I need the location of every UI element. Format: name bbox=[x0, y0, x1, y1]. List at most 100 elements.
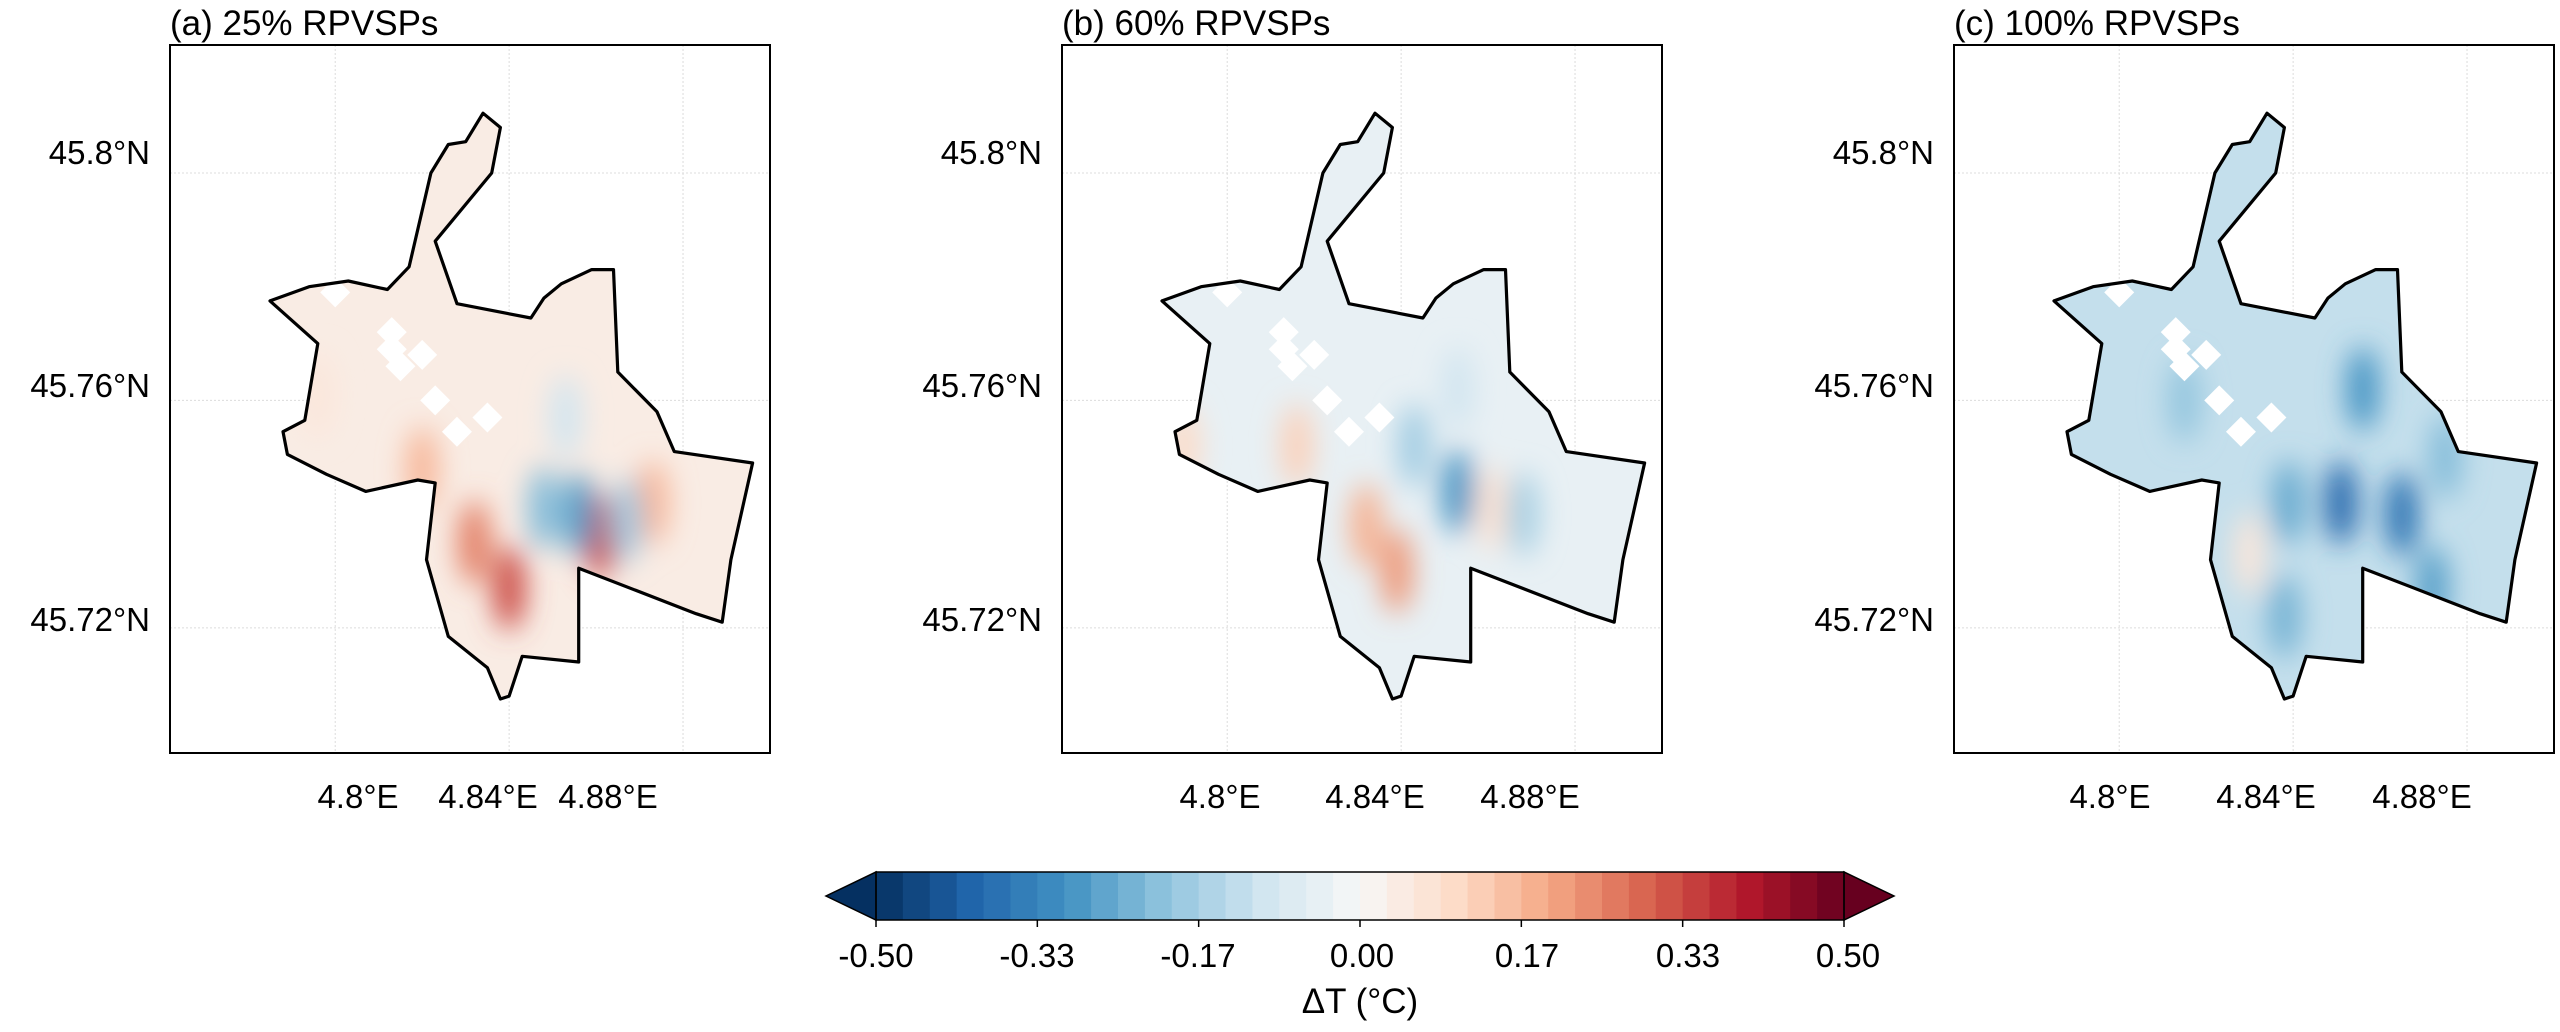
colorbar-segment bbox=[1333, 872, 1361, 920]
colorbar-segment bbox=[1198, 872, 1227, 920]
panel-title-b: (b) 60% RPVSPs bbox=[1062, 4, 1331, 43]
map-frame bbox=[169, 44, 771, 754]
colorbar-segment bbox=[1494, 872, 1522, 920]
field-anomaly bbox=[1441, 449, 1474, 534]
colorbar-segment bbox=[1252, 872, 1280, 920]
colorbar-segment bbox=[1413, 872, 1442, 920]
missing-cell bbox=[1312, 385, 1343, 416]
colorbar-segment bbox=[1736, 872, 1764, 920]
field-anomaly bbox=[562, 472, 595, 557]
field-anomaly bbox=[493, 546, 526, 631]
ytick-a-0: 45.8°N bbox=[48, 134, 150, 171]
xtick-b-1: 4.84°E bbox=[1325, 778, 1425, 815]
field-anomaly bbox=[527, 466, 560, 551]
ytick-a-2: 45.72°N bbox=[30, 601, 150, 638]
colorbar-segment bbox=[1575, 872, 1603, 920]
colorbar-tick-1: -0.33 bbox=[999, 937, 1075, 974]
field-anomaly bbox=[1380, 529, 1413, 614]
colorbar-segment bbox=[1440, 872, 1469, 920]
field-anomaly bbox=[2272, 460, 2305, 545]
field-anomaly bbox=[636, 460, 669, 545]
field-anomaly bbox=[2168, 358, 2201, 443]
colorbar-segment bbox=[956, 872, 985, 920]
colorbar-extend-min bbox=[824, 870, 877, 922]
xtick-c-1: 4.84°E bbox=[2216, 778, 2316, 815]
field-base bbox=[2054, 113, 2537, 699]
field-anomaly bbox=[2233, 511, 2266, 596]
colorbar-segment bbox=[1602, 872, 1630, 920]
colorbar-label: ΔT (°C) bbox=[1301, 982, 1419, 1021]
map-panel-c bbox=[1953, 44, 2555, 754]
colorbar-segment bbox=[1655, 872, 1684, 920]
colorbar-segment bbox=[1817, 872, 1845, 920]
colorbar-segment bbox=[1037, 872, 1065, 920]
colorbar-segment bbox=[1360, 872, 1388, 920]
colorbar-tick-0: -0.50 bbox=[838, 937, 914, 974]
field-anomaly bbox=[1280, 403, 1313, 488]
missing-cell bbox=[2225, 416, 2256, 447]
field-base bbox=[1162, 113, 1645, 699]
field-anomaly bbox=[610, 477, 643, 562]
field-anomaly bbox=[1476, 466, 1509, 551]
missing-cell bbox=[1268, 317, 1299, 348]
field-anomaly bbox=[1398, 403, 1431, 488]
xtick-c-0: 4.8°E bbox=[2069, 778, 2151, 815]
ytick-b-0: 45.8°N bbox=[940, 134, 1042, 171]
ytick-b-1: 45.76°N bbox=[922, 367, 1042, 404]
ytick-c-1: 45.76°N bbox=[1814, 367, 1934, 404]
xtick-c-2: 4.88°E bbox=[2372, 778, 2472, 815]
missing-cell bbox=[385, 351, 416, 382]
panel-title-a: (a) 25% RPVSPs bbox=[170, 4, 439, 43]
colorbar bbox=[824, 870, 1896, 927]
colorbar-segment bbox=[1682, 872, 1711, 920]
colorbar-segment bbox=[1628, 872, 1657, 920]
missing-cell bbox=[2204, 385, 2235, 416]
xtick-b-0: 4.8°E bbox=[1179, 778, 1261, 815]
field-anomaly bbox=[549, 375, 582, 460]
colorbar-segment bbox=[1306, 872, 1334, 920]
field-anomaly bbox=[2346, 347, 2379, 432]
missing-cell bbox=[2191, 339, 2222, 370]
colorbar-segment bbox=[1064, 872, 1092, 920]
colorbar-segment bbox=[876, 872, 904, 920]
temperature-field bbox=[2054, 113, 2537, 699]
colorbar-segment bbox=[1548, 872, 1576, 920]
field-anomaly bbox=[1506, 472, 1539, 557]
field-anomaly bbox=[1167, 403, 1200, 488]
panel-title-c: (c) 100% RPVSPs bbox=[1954, 4, 2240, 43]
field-anomaly bbox=[2324, 460, 2357, 545]
ytick-b-2: 45.72°N bbox=[922, 601, 1042, 638]
colorbar-segment bbox=[902, 872, 931, 920]
ytick-c-2: 45.72°N bbox=[1814, 601, 1934, 638]
missing-cell bbox=[1333, 416, 1364, 447]
field-anomaly bbox=[2385, 472, 2418, 557]
colorbar-segment bbox=[1171, 872, 1200, 920]
colorbar-tick-2: -0.17 bbox=[1160, 937, 1236, 974]
missing-cell bbox=[2169, 351, 2200, 382]
colorbar-segment bbox=[983, 872, 1012, 920]
temperature-field bbox=[1162, 113, 1645, 699]
colorbar-segment bbox=[1144, 872, 1173, 920]
xtick-b-2: 4.88°E bbox=[1480, 778, 1580, 815]
ytick-a-1: 45.76°N bbox=[30, 367, 150, 404]
temperature-field bbox=[270, 113, 753, 699]
field-anomaly bbox=[2268, 574, 2301, 659]
field-anomaly bbox=[2416, 546, 2449, 631]
city-boundary bbox=[1160, 111, 1647, 701]
xtick-a-1: 4.84°E bbox=[438, 778, 538, 815]
missing-cell bbox=[441, 416, 472, 447]
colorbar-segment bbox=[1467, 872, 1496, 920]
missing-cell bbox=[1299, 339, 1330, 370]
colorbar-tick-5: 0.33 bbox=[1655, 937, 1721, 974]
map-frame bbox=[1953, 44, 2555, 754]
field-anomaly bbox=[1350, 483, 1383, 568]
colorbar-tick-4: 0.17 bbox=[1494, 937, 1560, 974]
colorbar-segment bbox=[929, 872, 958, 920]
colorbar-segment bbox=[1010, 872, 1038, 920]
missing-cell bbox=[376, 317, 407, 348]
city-boundary bbox=[2052, 111, 2539, 701]
colorbar-segment bbox=[1279, 872, 1307, 920]
city-boundary bbox=[268, 111, 755, 701]
